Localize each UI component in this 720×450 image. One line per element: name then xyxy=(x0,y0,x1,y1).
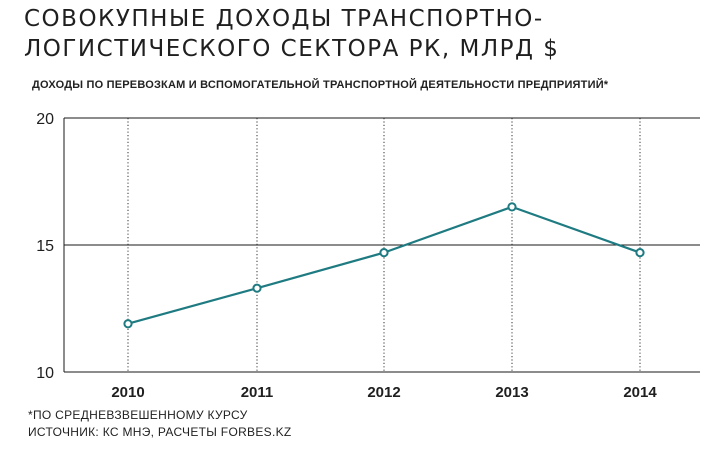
x-tick-label: 2010 xyxy=(111,384,144,401)
footnote-source: Источник: КС МНЭ, расчеты Forbes.kz xyxy=(28,425,292,439)
x-tick-label: 2013 xyxy=(495,384,528,401)
axis-layer xyxy=(63,118,700,373)
data-point-marker xyxy=(252,283,262,293)
chart-title: Совокупные доходы транспортно-логистичес… xyxy=(24,6,560,62)
x-tick-label: 2012 xyxy=(367,384,400,401)
label-layer: 10 15 20 2010 2011 2012 2013 2014 xyxy=(36,111,657,401)
data-point-marker xyxy=(507,202,517,212)
data-point-marker xyxy=(635,248,645,258)
y-tick-label: 15 xyxy=(36,238,54,255)
data-point-marker xyxy=(379,248,389,258)
y-tick-label: 10 xyxy=(36,365,54,382)
x-tick-label: 2014 xyxy=(623,384,657,401)
grid-layer xyxy=(64,117,700,372)
y-tick-label: 20 xyxy=(36,111,54,128)
footnote-currency: *по средневзвешенному курсу xyxy=(28,408,248,422)
data-point-marker xyxy=(123,319,133,329)
x-tick-label: 2011 xyxy=(241,384,274,401)
series-layer xyxy=(123,202,645,329)
chart-subtitle: Доходы по перевозкам и вспомогательной т… xyxy=(32,79,609,91)
